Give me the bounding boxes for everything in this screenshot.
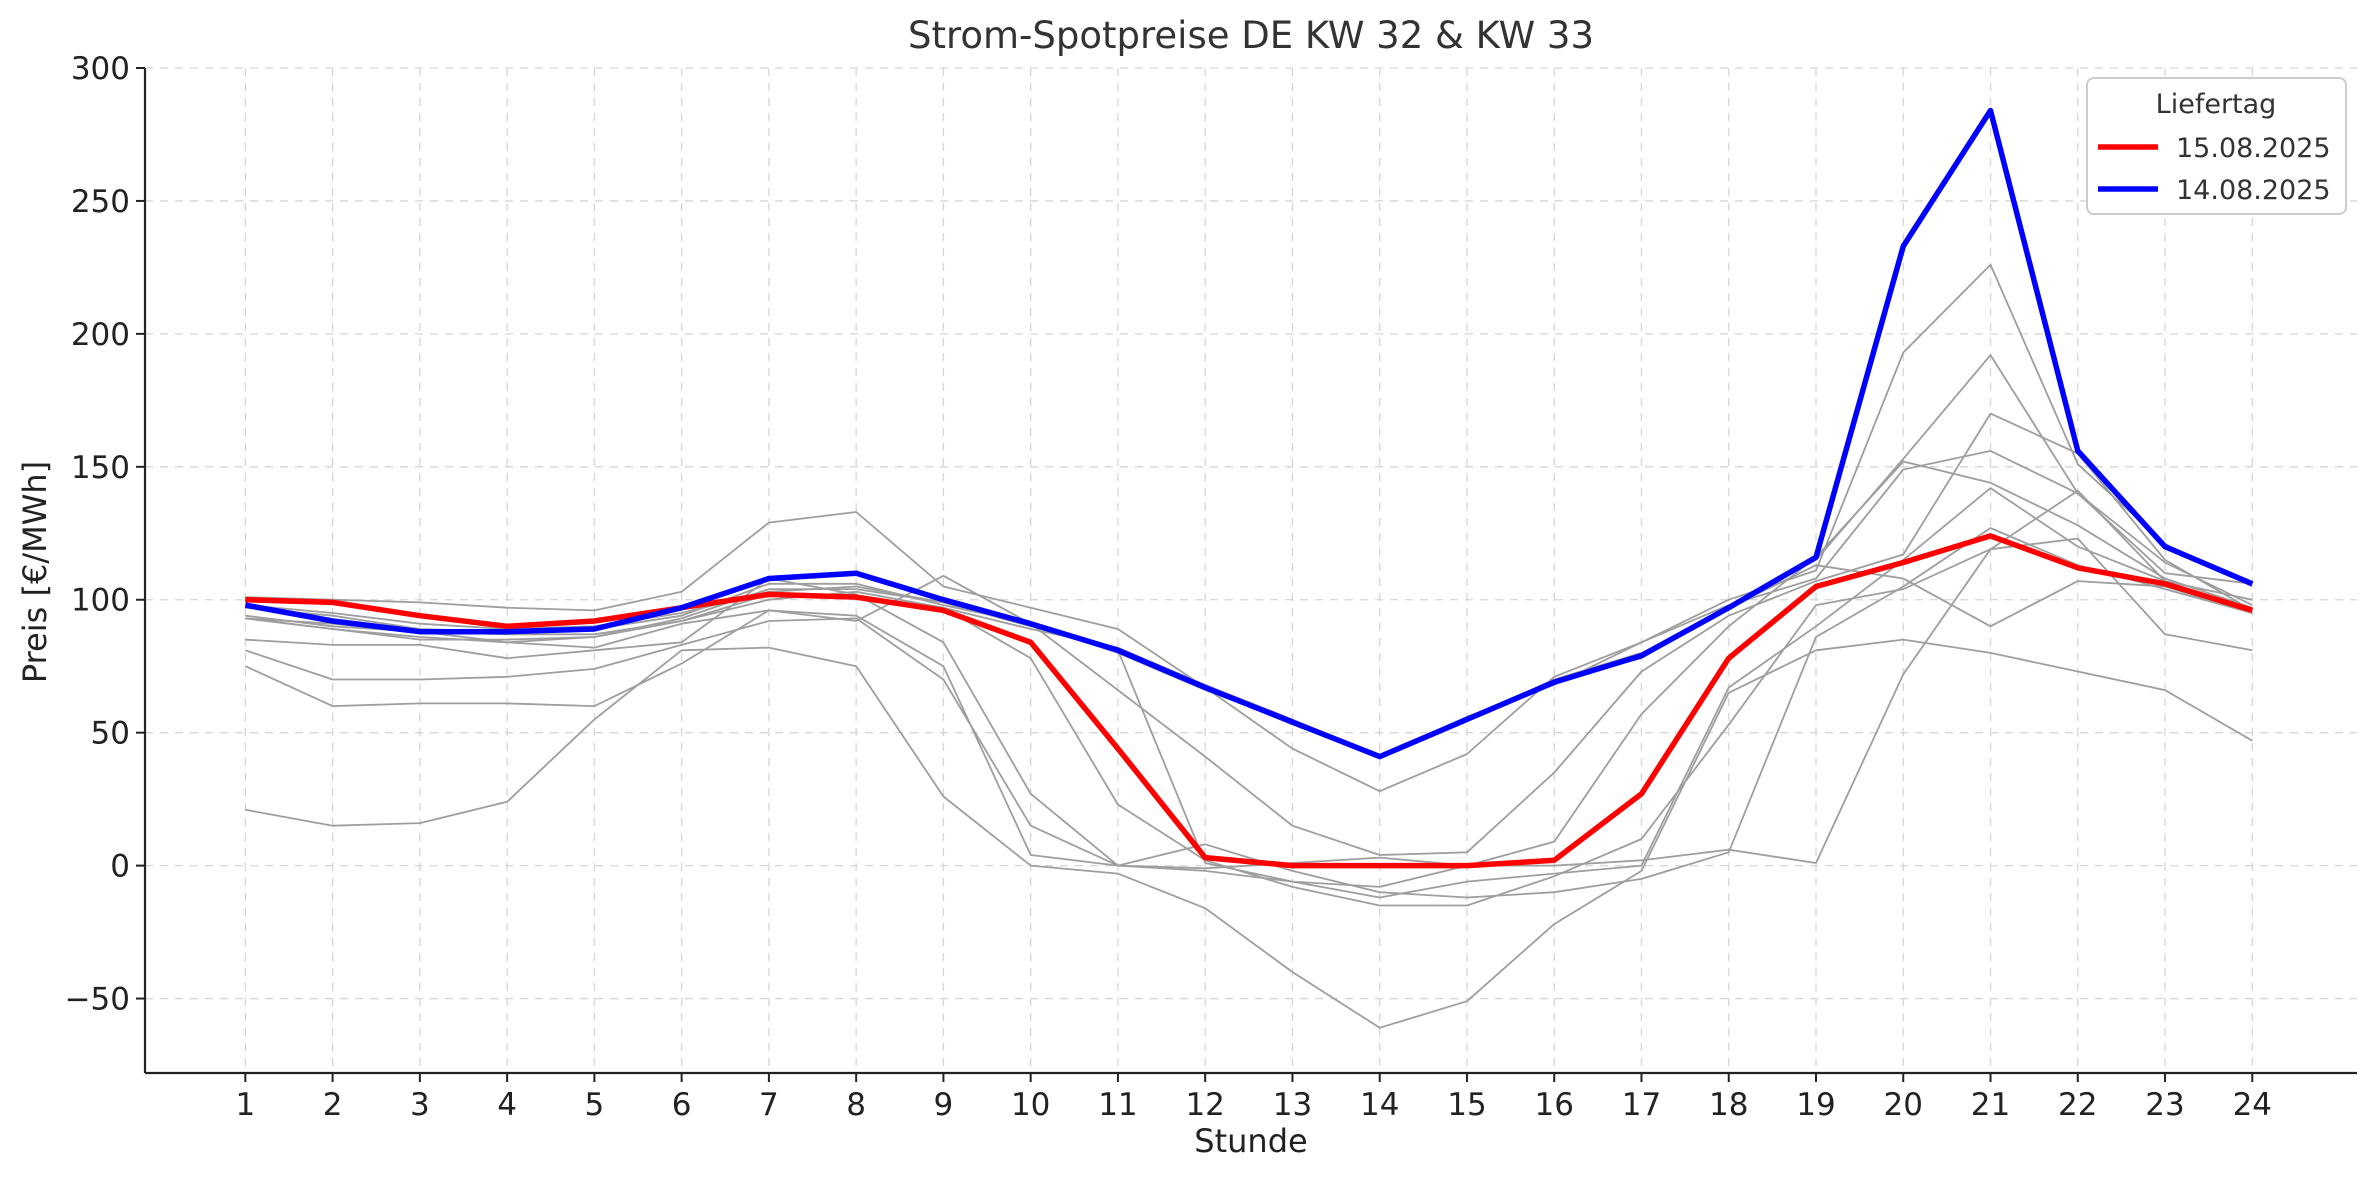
y-tick-label: 0: [110, 849, 130, 885]
x-tick-label: 21: [1971, 1087, 2010, 1123]
y-tick-label: 250: [71, 184, 130, 220]
legend-title: Liefertag: [2156, 89, 2277, 120]
x-tick-label: 17: [1622, 1087, 1661, 1123]
series-line-14.08.2025: [244, 107, 2254, 760]
x-tick-label: 4: [497, 1087, 517, 1123]
x-tick-label: 19: [1796, 1087, 1835, 1123]
series-line-15.08.2025: [245, 533, 2254, 869]
background-series-line-4: [245, 412, 2253, 856]
y-tick-label: 300: [71, 51, 130, 87]
y-tick-label: −50: [65, 982, 130, 1018]
background-series-line-2: [245, 263, 2253, 758]
x-tick-label: 12: [1185, 1087, 1224, 1123]
x-tick-label: 11: [1098, 1087, 1137, 1123]
chart-title: Strom-Spotpreise DE KW 32 & KW 33: [908, 14, 1594, 57]
x-tick-label: 8: [846, 1087, 866, 1123]
x-tick-label: 16: [1534, 1087, 1573, 1123]
background-series-line-6: [245, 487, 2253, 899]
x-tick-label: 5: [585, 1087, 605, 1123]
x-tick-label: 15: [1447, 1087, 1486, 1123]
background-series-line-5: [245, 460, 2253, 870]
legend: Liefertag 15.08.2025 14.08.2025: [2086, 77, 2347, 215]
y-tick-label: 100: [71, 583, 130, 619]
background-series-line-1: [245, 354, 2253, 758]
legend-frame: [2086, 77, 2347, 215]
x-tick-label: 22: [2058, 1087, 2097, 1123]
x-tick-label: 6: [672, 1087, 692, 1123]
legend-items: 15.08.2025 14.08.2025: [2098, 133, 2331, 206]
x-tick-label: 7: [759, 1087, 779, 1123]
y-axis-label: Preis [€/MWh]: [16, 461, 54, 683]
legend-entry-label: 14.08.2025: [2176, 175, 2331, 206]
y-tick-label: 150: [71, 450, 130, 486]
background-series-line-3: [245, 449, 2253, 793]
x-tick-label: 2: [323, 1087, 343, 1123]
x-tick-label: 13: [1273, 1087, 1312, 1123]
background-series-line-10: [245, 564, 2253, 758]
background-series-line-9: [245, 537, 2253, 907]
y-tick-group: −50 0 50 100 150 200 250 300: [65, 51, 145, 1018]
x-tick-label: 14: [1360, 1087, 1399, 1123]
x-tick-label: 9: [934, 1087, 954, 1123]
x-axis-label: Stunde: [1194, 1122, 1307, 1160]
background-series-group: [244, 263, 2253, 1029]
y-tick-label: 200: [71, 317, 130, 353]
legend-entry-label: 15.08.2025: [2176, 133, 2331, 164]
background-series-line-7: [244, 527, 2253, 899]
background-series-line-8: [245, 638, 2253, 1029]
x-tick-group: 1 2 3 4 5 6 7 8 9 10 11 12 13 14 15 16 17 18 19 20 21 22 23 24: [235, 1073, 2272, 1123]
x-tick-label: 3: [410, 1087, 430, 1123]
x-tick-label: 10: [1011, 1087, 1050, 1123]
x-tick-label: 18: [1709, 1087, 1748, 1123]
axes: [143, 68, 2357, 1075]
x-tick-label: 24: [2233, 1087, 2272, 1123]
x-tick-label: 20: [1884, 1087, 1923, 1123]
highlight-series-group: [244, 107, 2254, 869]
x-tick-label: 1: [235, 1087, 255, 1123]
grid-lines: [145, 67, 2357, 1073]
y-tick-label: 50: [91, 716, 130, 752]
x-tick-label: 23: [2145, 1087, 2184, 1123]
